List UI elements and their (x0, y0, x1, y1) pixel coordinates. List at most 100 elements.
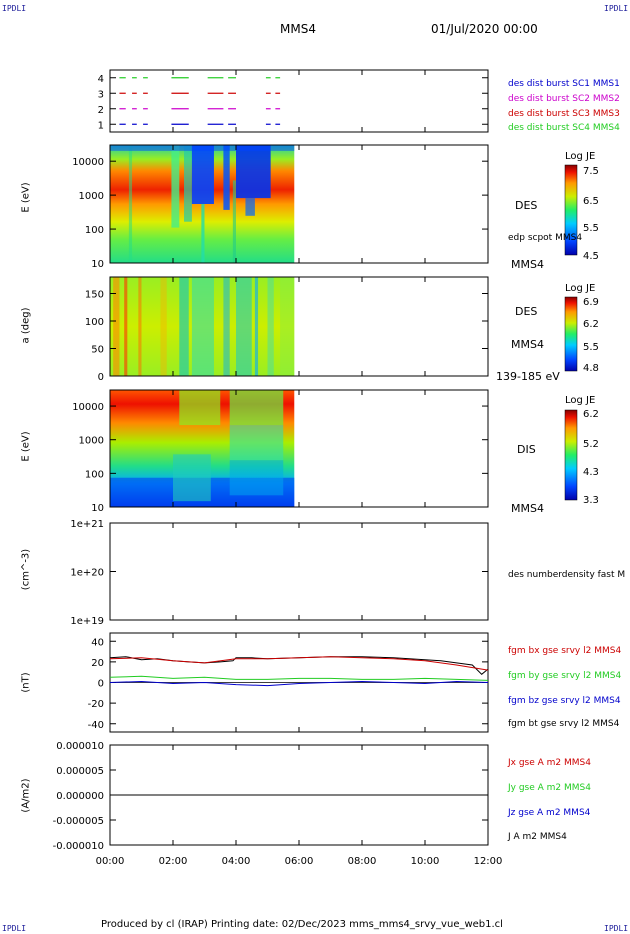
legend-burst-mms4: des dist burst SC4 MMS4 (508, 123, 620, 133)
panel-burst-frame (109, 69, 489, 133)
y-tick-label: -20 (88, 699, 104, 710)
label-edp-scpot: edp scpot MMS4 (508, 233, 583, 243)
x-tick-label: 12:00 (474, 856, 503, 867)
spectrogram-stripe (179, 277, 189, 376)
legend-jx: Jx gse A m2 MMS4 (508, 758, 591, 768)
cbar3-tick: 5.2 (583, 439, 599, 450)
spectrogram-stripe (267, 277, 274, 376)
cbar2-tick: 6.2 (583, 319, 599, 330)
spectrogram-stripe (128, 145, 133, 263)
legend-fgm-bx: fgm bx gse srvy l2 MMS4 (508, 646, 622, 656)
spectrogram-stripe (191, 277, 214, 376)
legend-burst-mms1: des dist burst SC1 MMS1 (508, 79, 620, 89)
y-tick-label: 0.000005 (56, 766, 104, 777)
legend-fgm-bz: fgm bz gse srvy l2 MMS4 (508, 696, 621, 706)
cbar3-tick: 6.2 (583, 409, 599, 420)
footer-credit: Produced by cl (IRAP) Printing date: 02/… (101, 919, 503, 930)
cbar2-tick: 6.9 (583, 297, 599, 308)
legend-burst-mms3: des dist burst SC3 MMS3 (508, 109, 620, 119)
cbar1-tick: 4.5 (583, 251, 599, 262)
y-tick-label: 50 (91, 345, 104, 356)
colorbar (564, 296, 578, 372)
corner-tag-top-left: IPDLI (2, 4, 27, 13)
x-tick-label: 04:00 (222, 856, 251, 867)
cbar1-tick: 5.5 (583, 223, 599, 234)
corner-tag-bottom-left: IPDLI (2, 924, 27, 933)
y-tick-label: 1000 (79, 436, 104, 447)
ylabel-magnetic-field: (nT) (20, 672, 32, 693)
x-tick-label: 02:00 (159, 856, 188, 867)
fgm-series-line (109, 656, 489, 675)
y-tick-label: 0.000000 (56, 791, 104, 802)
cbar3-tick: 4.3 (583, 467, 599, 478)
label-des-1: DES (515, 199, 538, 212)
spectrogram-stripe (173, 454, 211, 502)
y-tick-label: 40 (91, 637, 104, 648)
spectrogram-stripe (113, 277, 120, 376)
spectrogram-stripe (201, 204, 205, 263)
y-tick-label: 150 (85, 290, 104, 301)
spectrogram-stripe (280, 277, 295, 376)
legend-j: J A m2 MMS4 (508, 832, 567, 842)
x-tick-label: 06:00 (285, 856, 314, 867)
spectrogram-stripe (254, 277, 259, 376)
x-tick-label: 08:00 (348, 856, 377, 867)
spectrogram-stripe (184, 145, 192, 222)
panel-density-frame (109, 522, 489, 621)
cbar2-tick: 4.8 (583, 363, 599, 374)
y-tick-label: 0 (98, 679, 104, 690)
y-tick-label: 10 (91, 503, 104, 514)
cbar1-title: Log JE (565, 151, 596, 162)
cbar2-title: Log JE (565, 283, 596, 294)
legend-jy: Jy gse A m2 MMS4 (508, 783, 591, 793)
y-tick-label: 1 (98, 120, 104, 131)
fgm-series-line (109, 656, 489, 671)
spectrogram-stripe (229, 425, 284, 461)
cbar1-tick: 7.5 (583, 166, 599, 177)
label-dis: DIS (517, 443, 536, 456)
cbar1-tick: 6.5 (583, 196, 599, 207)
x-tick-label: 10:00 (411, 856, 440, 867)
spectrogram-stripe (245, 198, 255, 216)
y-tick-label: -40 (88, 720, 104, 731)
spectrogram-stripe (223, 145, 230, 210)
spectrogram-stripe (229, 460, 284, 496)
page-title: MMS4 (280, 22, 316, 36)
label-des-2: DES (515, 305, 538, 318)
corner-tag-bottom-right: IPDLI (604, 924, 629, 933)
y-tick-label: 1e+21 (70, 519, 104, 530)
page-date: 01/Jul/2020 00:00 (431, 22, 538, 36)
y-tick-label: 4 (98, 74, 104, 85)
ylabel-dis-energy: E (eV) (20, 431, 32, 462)
cbar2-tick: 5.5 (583, 342, 599, 353)
y-tick-label: 10000 (72, 157, 104, 168)
legend-fgm-bt: fgm bt gse srvy l2 MMS4 (508, 719, 620, 729)
spectrogram-stripe (236, 277, 252, 376)
legend-density: des numberdensity fast M (508, 570, 626, 580)
legend-fgm-by: fgm by gse srvy l2 MMS4 (508, 671, 622, 681)
cbar3-title: Log JE (565, 395, 596, 406)
y-tick-label: 10 (91, 259, 104, 270)
spectrogram-stripe (138, 277, 142, 376)
y-tick-label: 1e+19 (70, 616, 104, 627)
spectrogram-stripe (191, 145, 214, 204)
y-tick-label: 20 (91, 658, 104, 669)
y-tick-label: -0.000010 (53, 841, 104, 852)
fgm-series-line (109, 675, 489, 681)
spectrogram-stripe (171, 145, 180, 228)
y-tick-label: 100 (85, 317, 104, 328)
y-tick-label: 3 (98, 89, 104, 100)
label-mms4-3: MMS4 (511, 502, 544, 515)
label-mms4-2: MMS4 (511, 338, 544, 351)
y-tick-label: 100 (85, 225, 104, 236)
corner-tag-top-right: IPDLI (604, 4, 629, 13)
y-tick-label: 1000 (79, 191, 104, 202)
label-mms4-1: MMS4 (511, 258, 544, 271)
ylabel-des-energy: E (eV) (20, 182, 32, 213)
cbar3-tick: 3.3 (583, 495, 599, 506)
spectrogram-stripe (179, 390, 221, 426)
spectrogram-stripe (124, 277, 128, 376)
colorbar (564, 409, 578, 501)
spectrogram-stripe (160, 277, 167, 376)
